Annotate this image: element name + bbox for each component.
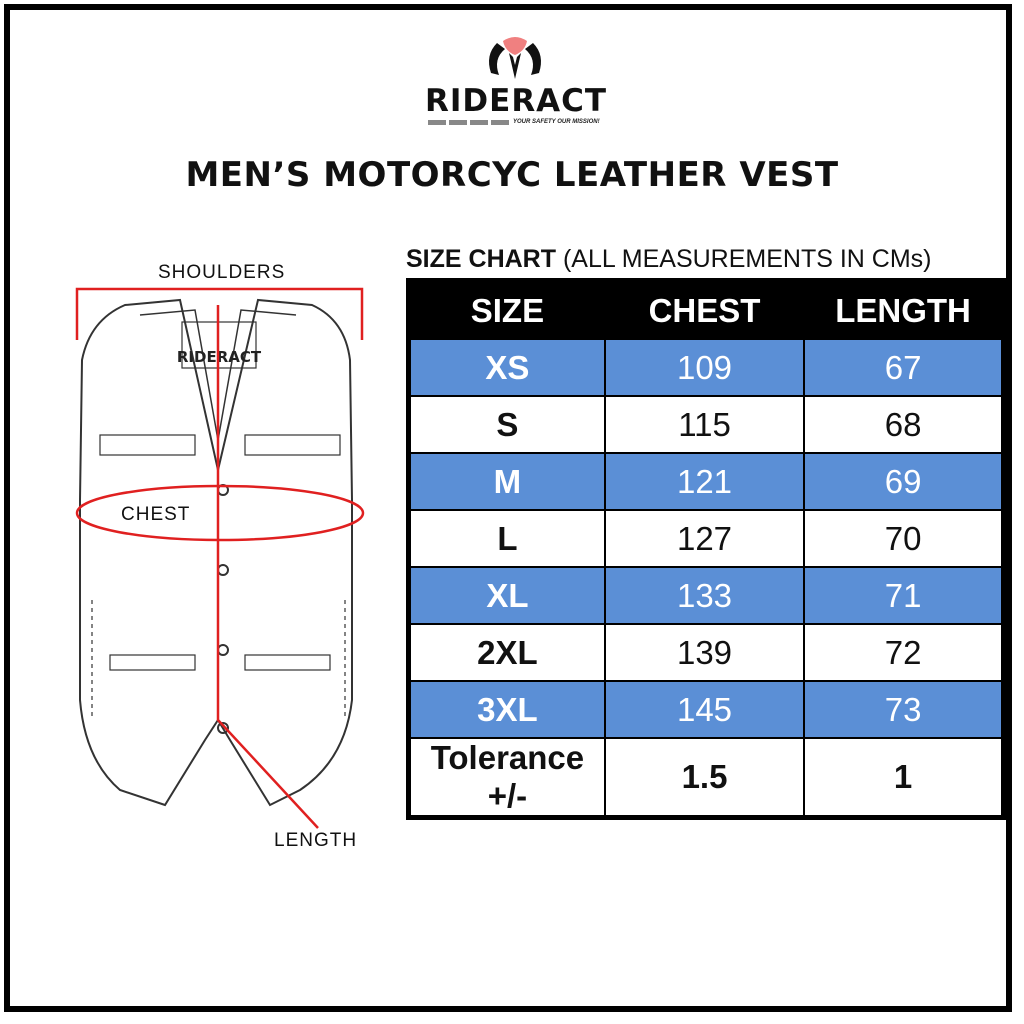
length-measure-line [216, 305, 319, 829]
chest-cell: 121 [603, 452, 806, 511]
size-cell: Tolerance +/- [407, 737, 606, 819]
length-cell: 73 [803, 680, 1005, 739]
size-cell: S [407, 395, 606, 454]
page-title: MEN’S MOTORCYC LEATHER VEST [185, 155, 839, 195]
table-row: XS 109 67 [407, 338, 1005, 397]
helmet-logo-icon [489, 37, 541, 79]
tolerance-row: Tolerance +/- 1.5 1 [407, 737, 1005, 819]
table-row: M 121 69 [407, 452, 1005, 511]
column-header-size: SIZE [408, 279, 606, 340]
vest-outline [79, 298, 353, 807]
column-header-chest: CHEST [603, 279, 806, 340]
length-cell: 69 [803, 452, 1005, 511]
vest-tag-text: RIDERACT [177, 348, 262, 366]
chest-cell: 115 [603, 395, 806, 454]
table-row: XL 133 71 [407, 566, 1005, 625]
length-cell: 1 [803, 737, 1005, 819]
chest-label: CHEST [121, 504, 191, 525]
size-cell: XS [407, 338, 606, 397]
table-header-row: SIZE CHEST LENGTH [408, 279, 1005, 340]
image-border [4, 4, 1012, 1012]
logo-stripes [428, 120, 510, 125]
chest-cell: 1.5 [603, 737, 806, 819]
column-header-length: LENGTH [803, 279, 1005, 340]
chest-measure-ellipse [75, 484, 365, 542]
chest-cell: 145 [603, 680, 806, 739]
size-chart-units: (ALL MEASUREMENTS IN CMs) [562, 245, 932, 273]
chest-cell: 127 [603, 509, 806, 568]
size-cell: XL [407, 566, 606, 625]
size-chart-heading: SIZE CHART [406, 245, 556, 273]
size-cell: 2XL [407, 623, 606, 682]
chest-cell: 133 [603, 566, 806, 625]
length-cell: 68 [803, 395, 1005, 454]
size-chart-caption: SIZE CHART (ALL MEASUREMENTS IN CMs) [406, 245, 932, 274]
length-label: LENGTH [274, 830, 358, 851]
chest-cell: 139 [603, 623, 806, 682]
chest-cell: 109 [603, 338, 806, 397]
shoulders-label: SHOULDERS [158, 262, 286, 283]
length-cell: 70 [803, 509, 1005, 568]
table-row: 2XL 139 72 [407, 623, 1005, 682]
brand-tagline: YOUR SAFETY OUR MISSION! [513, 119, 600, 125]
measurement-lines [75, 287, 365, 829]
brand-logo: RIDERACT YOUR SAFETY OUR MISSION! [425, 35, 608, 130]
table-row: S 115 68 [407, 395, 1005, 454]
size-chart-table: SIZE CHEST LENGTH XS 109 67 S 115 68 M 121 69 L 12… [406, 278, 1006, 820]
size-cell: M [407, 452, 606, 511]
shoulders-measure-line [75, 287, 364, 340]
length-cell: 72 [803, 623, 1005, 682]
size-cell: L [407, 509, 606, 568]
length-cell: 67 [803, 338, 1005, 397]
vest-diagram: RIDERACT [75, 287, 365, 829]
brand-name: RIDERACT [425, 83, 608, 119]
size-cell: 3XL [407, 680, 606, 739]
table-row: 3XL 145 73 [407, 680, 1005, 739]
length-cell: 71 [803, 566, 1005, 625]
table-row: L 127 70 [407, 509, 1005, 568]
